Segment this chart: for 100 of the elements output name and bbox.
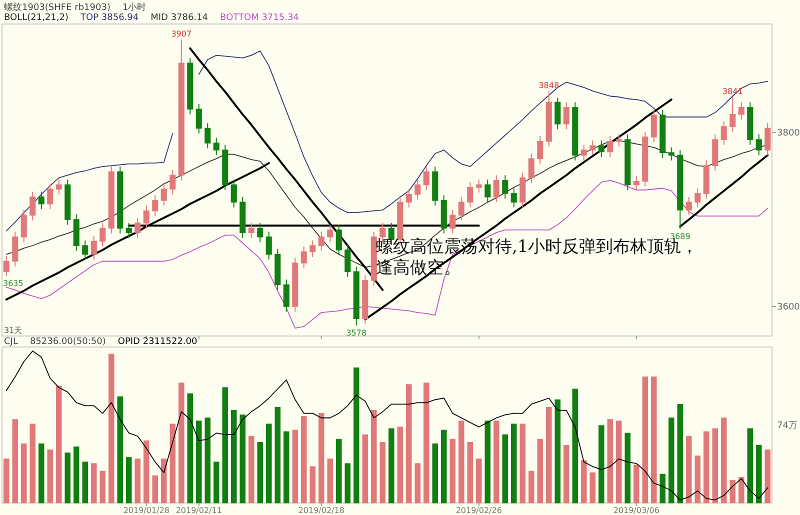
bar <box>564 444 570 504</box>
bar <box>764 450 770 504</box>
candlestick <box>528 152 534 184</box>
line-series <box>679 154 769 228</box>
bar <box>721 418 727 504</box>
x-tick-label: 2019/02/11 <box>176 506 222 515</box>
chart-subtitle: 1小时 <box>122 2 146 13</box>
bar <box>598 425 604 504</box>
bar <box>458 420 464 504</box>
bar <box>91 463 97 504</box>
bar <box>704 431 710 504</box>
candlestick <box>300 246 307 269</box>
bar <box>756 444 762 504</box>
candlestick <box>493 174 500 203</box>
bar <box>318 413 324 504</box>
annotation: 3848 <box>538 80 560 90</box>
annotation: 3635 <box>3 279 24 288</box>
bar <box>82 462 88 504</box>
bar <box>380 442 386 504</box>
bar <box>126 457 132 504</box>
candlestick <box>756 134 762 156</box>
candlestick <box>423 166 430 190</box>
x-tick-label: 2019/02/18 <box>298 506 344 515</box>
bar <box>344 463 350 504</box>
bar <box>441 430 447 504</box>
bar <box>467 442 473 504</box>
bar <box>64 452 70 504</box>
candlestick <box>204 122 211 149</box>
bar <box>204 418 210 504</box>
bar <box>12 419 18 504</box>
candlestick <box>616 134 622 148</box>
annotation: 3578 <box>346 328 367 338</box>
candlestick <box>484 179 491 203</box>
candlestick <box>134 217 141 238</box>
bar <box>30 424 36 504</box>
bar <box>354 367 360 504</box>
bar <box>607 419 613 504</box>
text: MID 3786.14 <box>150 13 208 23</box>
candlestick <box>160 183 167 206</box>
text: BOTTOM 3715.34 <box>220 13 300 23</box>
candlestick <box>170 170 176 195</box>
bar <box>424 382 430 504</box>
bar <box>231 410 237 504</box>
candlestick <box>668 146 674 161</box>
x-tick-label: 2019/01/28 <box>123 506 170 515</box>
candlestick <box>694 188 701 208</box>
bar <box>502 434 508 504</box>
bar <box>257 442 263 504</box>
bar <box>301 416 307 504</box>
candlestick <box>502 174 508 200</box>
bar <box>738 476 744 504</box>
candlestick <box>580 144 587 161</box>
candlestick <box>406 188 412 208</box>
candlestick <box>283 279 290 312</box>
candlestick <box>414 179 421 200</box>
text: TOP 3856.94 <box>80 13 139 23</box>
legend-title: BOLL(21,21,2) <box>4 13 69 23</box>
candlestick <box>336 224 342 256</box>
bar <box>100 470 106 504</box>
bar <box>152 475 158 504</box>
bar <box>414 463 420 504</box>
candlestick <box>344 244 351 278</box>
bar <box>554 399 560 504</box>
annotation: 3907 <box>171 30 192 39</box>
candlestick <box>764 122 771 156</box>
bar <box>388 428 394 504</box>
candlestick <box>90 236 97 260</box>
bar <box>590 472 596 504</box>
candlestick <box>476 179 482 194</box>
candlestick <box>510 188 517 208</box>
candlestick <box>467 182 474 208</box>
candlestick <box>563 102 570 130</box>
candlestick <box>458 196 464 221</box>
bar <box>310 466 316 504</box>
candlestick <box>196 103 202 134</box>
bar <box>4 458 10 504</box>
bar <box>134 458 140 504</box>
candlestick <box>327 224 334 243</box>
bar <box>520 424 526 504</box>
bar <box>660 474 666 504</box>
text: 74万 <box>777 421 798 431</box>
bar <box>546 406 552 504</box>
candlestick <box>310 240 316 258</box>
bar <box>406 384 412 504</box>
bar <box>292 430 298 504</box>
y-tick-label: 3600 <box>777 302 800 312</box>
bar <box>677 404 683 504</box>
bar <box>74 446 80 504</box>
bar <box>537 438 543 504</box>
bar <box>38 443 44 504</box>
bar <box>336 438 342 504</box>
chart-title: CJL <box>4 337 18 347</box>
bar <box>528 470 534 504</box>
bar <box>170 424 176 504</box>
bar <box>712 428 718 504</box>
candlestick <box>213 137 220 156</box>
candlestick <box>20 209 27 243</box>
candlestick <box>537 136 544 164</box>
bar <box>214 462 220 504</box>
bar <box>178 382 184 504</box>
